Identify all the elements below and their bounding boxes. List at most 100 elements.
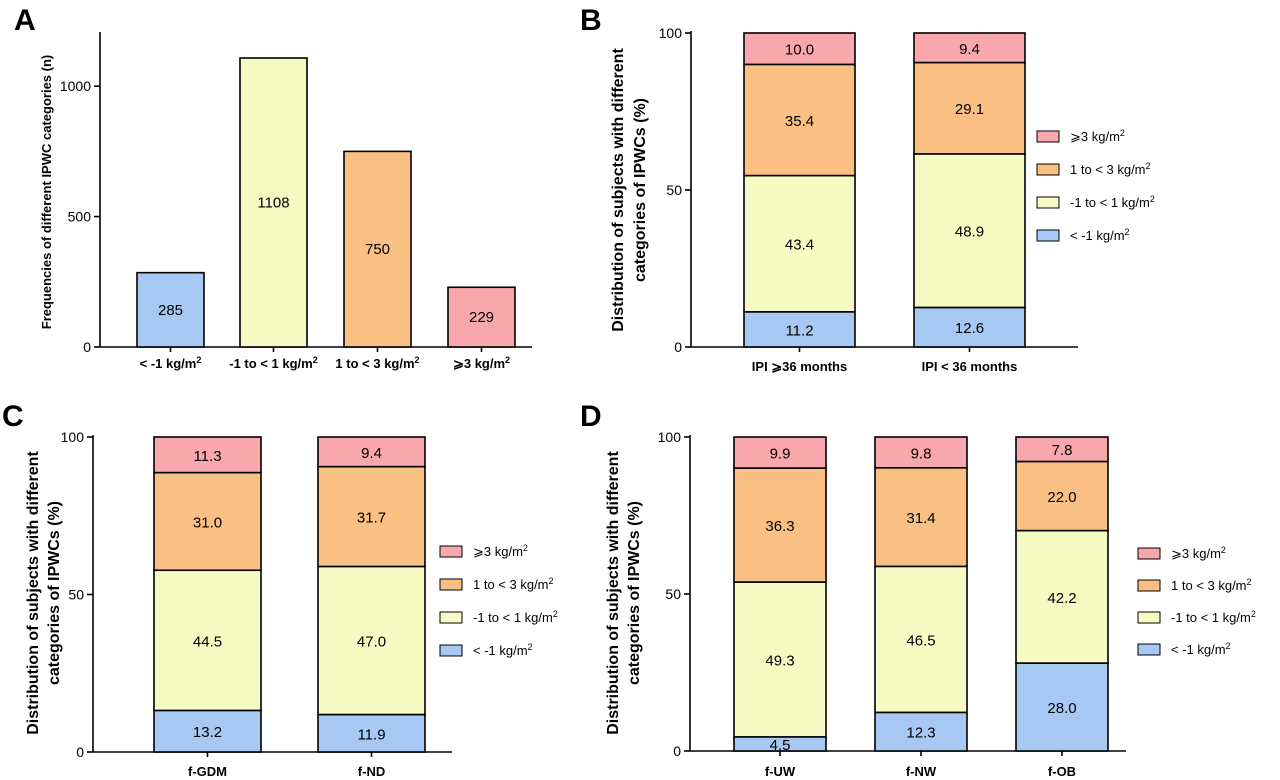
data-label: 12.6 [955,320,984,337]
data-label: 4.5 [770,737,791,754]
y-tick-label: 100 [658,429,682,445]
bar-segment [1015,529,1109,664]
data-label: 1108 [257,194,289,211]
legend-swatch [1036,163,1060,176]
legend-label: ⩾3 kg/m2 [1171,545,1226,561]
bar-segment [733,436,827,469]
data-label: 11.9 [357,726,385,743]
data-label: 42.2 [1047,590,1076,607]
data-label: 13.2 [193,724,222,741]
y-tick-label: 500 [68,209,92,225]
bar [239,57,308,348]
y-axis-label-line: categories of IPWCs (%) [46,501,63,685]
legend-swatch [1137,611,1161,624]
x-tick-label: f-NW [906,764,937,779]
legend-label: < -1 kg/m2 [1070,227,1130,243]
data-label: 9.4 [361,445,382,462]
data-label: 10.0 [785,42,814,59]
bar-segment [874,436,968,469]
legend-swatch [1036,229,1060,242]
bar-segment [733,467,827,583]
data-label: 22.0 [1047,489,1076,506]
y-axis-label-line: Distribution of subjects with different [610,48,627,332]
data-label: 44.5 [193,633,222,650]
x-tick-label: 1 to < 3 kg/m2 [335,355,419,371]
legend-label: 1 to < 3 kg/m2 [1070,161,1151,177]
data-label: 49.3 [765,652,794,669]
x-tick-label: f-UW [765,764,796,779]
y-axis-label-line: categories of IPWCs (%) [626,501,643,685]
data-label: 31.0 [193,514,222,531]
bar-segment [153,709,262,753]
bar-segment [1015,662,1109,752]
legend-swatch [1036,130,1060,143]
legend-label: < -1 kg/m2 [473,642,533,658]
legend-label: -1 to < 1 kg/m2 [1070,194,1155,210]
data-label: 11.2 [785,322,813,339]
data-label: 43.4 [785,237,814,254]
x-tick-label: f-ND [358,764,385,779]
bar-segment [913,306,1026,348]
data-label: 11.3 [193,448,221,465]
x-tick-label: f-OB [1048,764,1076,779]
data-label: 9.9 [770,446,791,463]
legend-swatch [1036,196,1060,209]
bar-segment [743,32,856,66]
legend-swatch [1137,643,1161,656]
y-tick-label: 0 [674,339,682,355]
bar-segment [913,61,1026,155]
y-tick-label: 0 [83,339,91,355]
data-label: 9.8 [911,445,932,462]
y-axis-label-line: Distribution of subjects with different [605,451,622,735]
data-label: 36.3 [765,518,794,535]
panel-d: D 0 50 100 Distribution of subjects with dif… [580,400,1256,779]
data-label: 28.0 [1047,700,1076,717]
bar-segment [874,565,968,714]
y-tick-label: 100 [61,429,85,445]
y-tick-label: 1000 [60,78,91,94]
panel-label: A [14,4,36,37]
bar-segment [153,569,262,712]
bar-segment [317,565,426,716]
legend-label: -1 to < 1 kg/m2 [1171,609,1256,625]
bar [447,286,516,348]
bar-segment [317,465,426,568]
x-tick-label: < -1 kg/m2 [140,355,202,371]
panel-label: C [2,400,24,433]
panel-c: C 0 50 100 Distribution of subjects with dif… [2,400,558,779]
data-label: 47.0 [357,633,386,650]
y-axis-label-line: categories of IPWCs (%) [632,98,649,282]
y-tick-label: 0 [673,743,681,759]
legend-swatch [439,578,463,591]
legend-label: < -1 kg/m2 [1171,641,1231,657]
data-label: 31.4 [906,510,935,527]
x-tick-label: ⩾3 kg/m2 [453,355,510,371]
x-tick-label: IPI ⩾36 months [752,359,847,374]
bar-segment [743,174,856,313]
data-label: 285 [158,302,183,319]
y-tick-label: 100 [659,25,683,41]
legend-label: 1 to < 3 kg/m2 [1171,577,1252,593]
data-label: 48.9 [955,224,984,241]
x-tick-label: IPI < 36 months [922,359,1018,374]
y-axis-label: Frequencies of different IPWC categories… [39,55,54,330]
data-label: 31.7 [357,510,386,527]
legend-label: ⩾3 kg/m2 [473,543,528,559]
legend-swatch [1137,547,1161,560]
data-label: 35.4 [785,113,814,130]
y-axis-label-line: Distribution of subjects with different [25,451,42,735]
bar [343,150,412,348]
data-label: 12.3 [906,725,935,742]
legend-label: -1 to < 1 kg/m2 [473,609,558,625]
bar-segment [1015,460,1109,532]
bar-segment [1015,436,1109,463]
legend-swatch [439,545,463,558]
bar-segment [913,153,1026,309]
data-label: 7.8 [1052,442,1073,459]
legend-swatch [1137,579,1161,592]
bar-segment [743,311,856,348]
panel-b: B 0 50 100 Distribution of subjects with dif… [580,4,1155,374]
legend-label: 1 to < 3 kg/m2 [473,576,554,592]
data-label: 229 [469,309,494,326]
